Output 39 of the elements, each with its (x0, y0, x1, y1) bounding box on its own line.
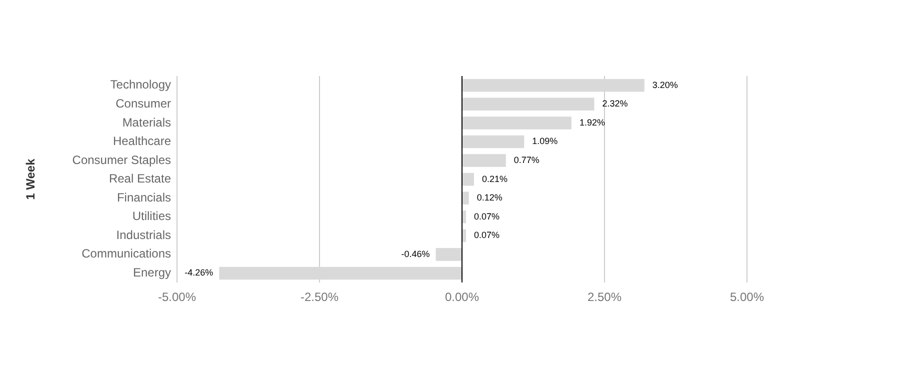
y-tick-label: Financials (116, 190, 171, 204)
y-tick-label: Healthcare (112, 134, 172, 148)
bar (436, 248, 462, 261)
y-tick-label: Utilities (132, 209, 171, 224)
y-tick-label: Real Estate (108, 172, 172, 186)
data-label: -4.26% (184, 268, 214, 278)
bar (462, 192, 469, 204)
x-tick-label: -5.00% (158, 290, 196, 304)
y-tick-label: Technology (110, 78, 171, 92)
data-label: 0.12% (476, 192, 502, 203)
bar (462, 79, 644, 92)
y-axis-title: 1 Week (24, 158, 38, 200)
bar (462, 98, 594, 111)
data-label: 0.21% (482, 174, 508, 184)
bar (462, 210, 466, 224)
data-label: 0.77% (514, 155, 540, 166)
data-label: 2.32% (602, 98, 628, 109)
data-label: -0.46% (401, 248, 430, 259)
bar (462, 116, 572, 130)
data-label: 0.07% (474, 230, 500, 240)
y-tick-label: Industrials (116, 228, 171, 242)
data-label: 1.09% (532, 136, 558, 146)
bar (462, 154, 506, 167)
y-tick-label: Consumer (116, 96, 171, 110)
x-tick-label: 0.00% (444, 290, 480, 304)
bar (462, 229, 466, 242)
data-label: 3.20% (652, 80, 678, 90)
x-tick-label: 5.00% (730, 290, 764, 304)
data-label: 0.07% (474, 211, 500, 222)
data-label: 1.92% (579, 117, 605, 128)
x-tick-label: 2.50% (587, 290, 622, 304)
y-tick-label: Consumer Staples (72, 152, 171, 167)
bar (219, 266, 462, 280)
y-tick-label: Energy (132, 266, 171, 280)
x-tick-label: -2.50% (300, 290, 339, 304)
y-tick-label: Communications (82, 246, 171, 261)
bar (462, 135, 524, 148)
y-tick-label: Materials (122, 115, 171, 130)
bar (462, 172, 474, 186)
